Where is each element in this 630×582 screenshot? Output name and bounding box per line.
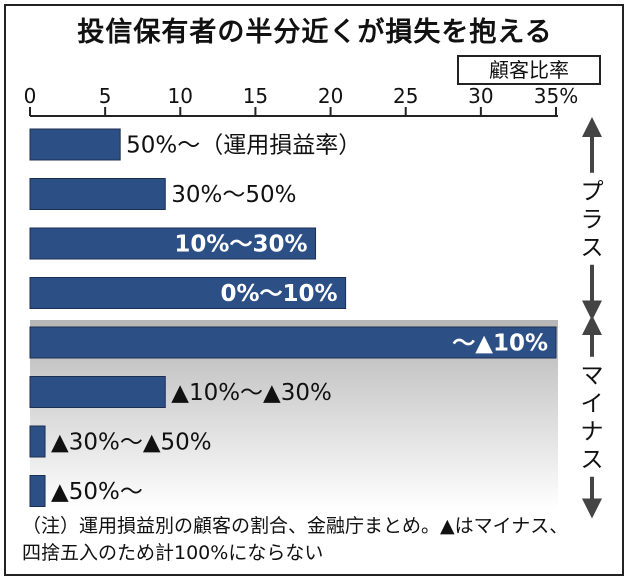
bar — [29, 475, 46, 507]
x-tick-label: 15 — [243, 84, 268, 108]
bars-group: 50%～（運用損益率） 30%～50% 10%～30% 0%～10% ～▲10% ▲10%… — [29, 128, 557, 507]
x-tick-label: 25 — [393, 84, 418, 108]
footnote-line-2: 四捨五入のため計100%にならない — [22, 542, 324, 564]
bar-label: 0%～10% — [220, 281, 337, 307]
chart-title: 投信保有者の半分近くが損失を抱える — [77, 17, 553, 48]
bar — [29, 425, 46, 458]
bar — [29, 178, 166, 210]
x-tick-label: 30 — [468, 84, 493, 108]
footnote: （注）運用損益別の顧客の割合、金融庁まとめ。▲はマイナス、 四捨五入のため計10… — [22, 513, 612, 567]
bar — [29, 326, 557, 359]
group-label: マイナス — [581, 363, 604, 473]
bar — [29, 128, 121, 161]
bar — [29, 227, 317, 260]
bar — [29, 277, 347, 309]
bar-label: ▲10%～▲30% — [171, 380, 332, 406]
bar-label: ▲30%～▲50% — [51, 430, 212, 456]
unit-label: 顧客比率 — [457, 55, 601, 85]
x-tick-label: 10 — [168, 84, 193, 108]
bar — [29, 376, 166, 408]
footnote-line-1: （注）運用損益別の顧客の割合、金融庁まとめ。▲はマイナス、 — [22, 515, 569, 537]
bar-label: 50%～（運用損益率） — [126, 133, 361, 159]
x-axis: 0 5 10 15 20 25 30 35% — [24, 84, 578, 117]
group-label: プラス — [581, 179, 604, 261]
x-tick-label: 35% — [534, 84, 578, 108]
bar-label: ▲50%～ — [51, 479, 143, 505]
x-tick-label: 0 — [24, 84, 37, 108]
bar-label: 10%～30% — [174, 232, 307, 258]
bar-label: ～▲10% — [452, 331, 548, 357]
bar-label: 30%～50% — [171, 182, 296, 208]
x-tick-label: 20 — [318, 84, 343, 108]
bar-chart: 0 5 10 15 20 25 30 35% 50%～（運用損益率） 30%～50% 10%～30… — [24, 84, 604, 519]
x-tick-label: 5 — [99, 84, 112, 108]
